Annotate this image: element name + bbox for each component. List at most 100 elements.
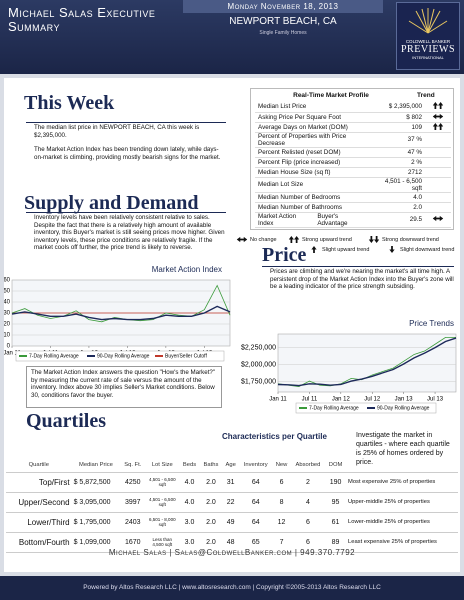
quartile-cell: 64 xyxy=(239,512,273,533)
quartile-cell: 49 xyxy=(222,512,240,533)
quartile-cell: 4 xyxy=(290,492,326,513)
trend-icon xyxy=(236,236,248,243)
profile-row: Median House Size (sq ft) 2712 xyxy=(255,167,451,178)
header: Michael Salas Executive Summary Monday N… xyxy=(0,0,464,74)
quartile-cell: 7 xyxy=(272,532,291,553)
profile-trend xyxy=(425,122,451,133)
y-tick-label: $1,750,000 xyxy=(241,379,276,386)
quartile-row: Upper/Second $ 3,095,000 3997 4,501 - 6,500… xyxy=(6,492,458,513)
contact: Michael Salas | Salas@ColdwellBanker.com… xyxy=(108,548,356,557)
quartile-cell: 4.0 xyxy=(179,472,200,493)
profile-value: $ 802 xyxy=(371,112,425,123)
trend-legend-label: Strong downward trend xyxy=(382,236,439,243)
market-profile: Real-Time Market Profile Trend Median Li… xyxy=(250,88,454,230)
quartile-cell: $ 3,095,000 xyxy=(71,492,121,513)
x-tick-label: Jan 13 xyxy=(395,397,414,403)
profile-label: Asking Price Per Square Foot xyxy=(255,112,372,123)
quartile-cell: 1670 xyxy=(120,532,146,553)
legend-label: 90-Day Rolling Average xyxy=(97,353,150,359)
note: The Market Action Index answers the ques… xyxy=(31,369,216,399)
trend-legend-item: No change xyxy=(236,236,277,243)
column-header: Absorbed xyxy=(290,458,326,473)
series-line xyxy=(277,337,457,387)
section-heading: Price xyxy=(262,244,307,266)
profile-value: 2712 xyxy=(371,167,425,178)
quartile-description: Least expensive 25% of properties xyxy=(346,532,458,553)
quartile-row: Lower/Third $ 1,795,000 2403 6,501 - 8,000 … xyxy=(6,512,458,533)
trend-legend-item: Slight downward trend xyxy=(386,246,454,253)
column-header: New xyxy=(272,458,291,473)
contact-email: Salas@ColdwellBanker.com xyxy=(174,548,293,557)
icon-use xyxy=(289,236,300,243)
y-tick-label: 10 xyxy=(4,333,11,339)
quartile-cell: 6,501 - 8,000 sqft xyxy=(145,512,180,533)
quartile-cell: Upper/Second xyxy=(6,492,72,513)
profile-value: 4.0 xyxy=(371,192,425,203)
trend-legend-item: Strong upward trend xyxy=(288,236,352,243)
y-tick-label: 60 xyxy=(4,278,11,284)
trend-icon xyxy=(288,236,300,243)
quartile-cell: 2.0 xyxy=(199,472,223,493)
legend-label: 90-Day Rolling Average xyxy=(377,405,430,411)
quartile-cell: 65 xyxy=(239,532,273,553)
profile-label: Median Number of Bedrooms xyxy=(255,192,372,203)
y-tick-label: $2,000,000 xyxy=(241,362,276,369)
column-header: Inventory xyxy=(239,458,273,473)
profile-value: 2.0 xyxy=(371,202,425,213)
x-tick-label: Jan 11 xyxy=(4,351,21,357)
profile-row: Percent Relisted (reset DOM) 47 % xyxy=(255,147,451,158)
profile-trend xyxy=(425,177,451,193)
section-heading: This Week xyxy=(24,92,115,114)
icon-use xyxy=(389,246,394,253)
profile-trend xyxy=(425,212,451,228)
quartile-cell: Lower/Third xyxy=(6,512,72,533)
profile-value: 109 xyxy=(371,122,425,133)
powered-bar: Powered by Altos Research LLC | www.alto… xyxy=(0,576,464,600)
profile-trend xyxy=(425,202,451,213)
rule xyxy=(26,212,226,213)
legend-label: 7-Day Rolling Average xyxy=(29,353,79,359)
profile-row: Median Number of Bathrooms 2.0 xyxy=(255,202,451,213)
column-header: Median Price xyxy=(71,458,121,473)
date: Monday November 18, 2013 xyxy=(183,0,383,13)
column-header: Sq. Ft. xyxy=(120,458,146,473)
quartile-cell: 22 xyxy=(222,492,240,513)
trend-icon xyxy=(432,102,444,109)
quartile-cell: 6 xyxy=(290,532,326,553)
quartile-cell: 89 xyxy=(325,532,346,553)
quartile-subheading: Characteristics per Quartile xyxy=(222,432,327,441)
logo: COLDWELL BANKER PREVIEWS INTERNATIONAL xyxy=(396,2,460,70)
chart-title: Market Action Index xyxy=(152,265,222,274)
quartile-description: Upper-middle 25% of properties xyxy=(346,492,458,513)
quartile-cell: 31 xyxy=(222,472,240,493)
quartile-row: Bottom/Fourth $ 1,099,000 1670 Less than 4,… xyxy=(6,532,458,553)
logo-line: INTERNATIONAL xyxy=(412,55,444,60)
icon-use xyxy=(311,246,316,253)
quartile-cell: 6 xyxy=(290,512,326,533)
quartile-cell: 2.0 xyxy=(199,512,223,533)
trend-icon xyxy=(368,236,380,243)
logo-line: COLDWELL BANKER xyxy=(405,39,451,44)
note-box: The Market Action Index answers the ques… xyxy=(26,366,222,408)
profile-trend-header: Trend xyxy=(417,92,435,99)
profile-label: Median Number of Bathrooms xyxy=(255,202,372,213)
column-header: DOM xyxy=(325,458,346,473)
profile-trend xyxy=(425,132,451,148)
quartile-cell: 6 xyxy=(272,472,291,493)
icon-use xyxy=(433,123,444,130)
quartile-cell: 4,501 - 6,500 sqft xyxy=(145,492,180,513)
profile-row: Asking Price Per Square Foot $ 802 xyxy=(255,112,451,123)
series-line xyxy=(11,305,231,321)
contact-name: Michael Salas xyxy=(108,548,167,557)
column-header: Quartile xyxy=(6,458,72,473)
profile-row: Average Days on Market (DOM) 109 xyxy=(255,122,451,133)
quartile-cell: 3997 xyxy=(120,492,146,513)
profile-label: Percent Flip (price increased) xyxy=(255,157,372,168)
trend-legend-item: Slight upward trend xyxy=(308,246,369,253)
paragraph: Inventory levels have been relatively co… xyxy=(34,214,225,252)
quartile-table: Quartile Median Price Sq. Ft. Lot Size Beds B… xyxy=(6,458,458,553)
rule xyxy=(26,122,226,123)
profile-row: Median List Price $ 2,395,000 xyxy=(255,102,451,113)
logo-sunburst xyxy=(408,8,448,34)
